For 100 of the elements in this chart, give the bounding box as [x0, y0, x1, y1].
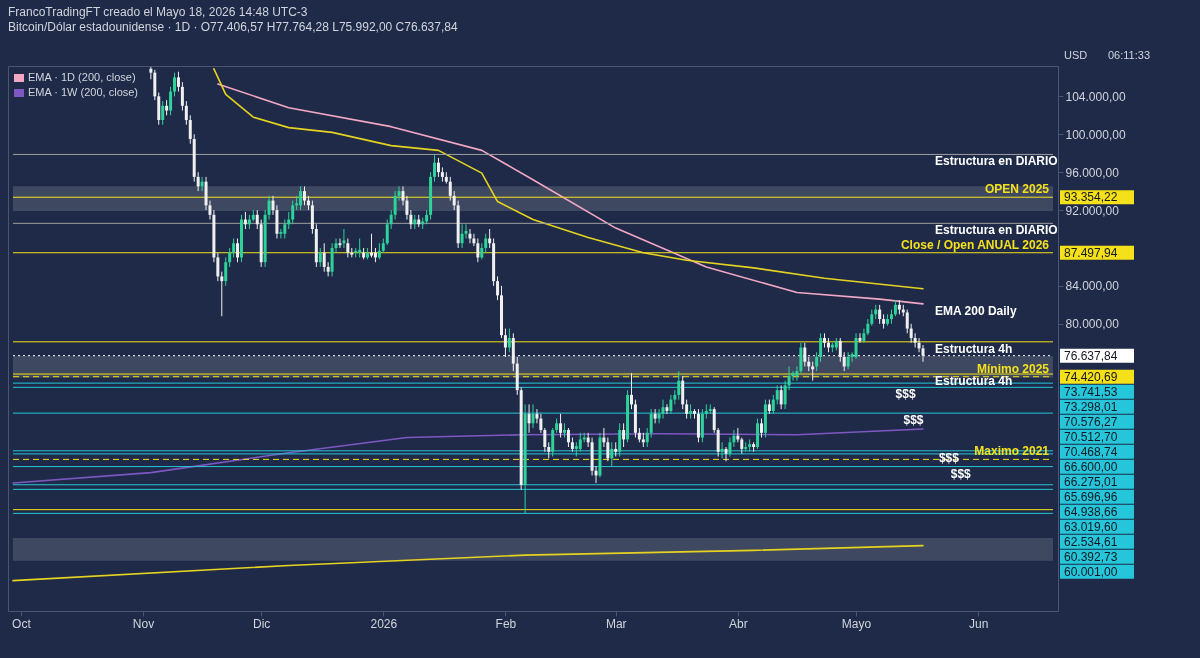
line-series — [12, 544, 924, 582]
x-tick-label: Feb — [495, 616, 517, 631]
chart-subtitle: Bitcoin/Dólar estadounidense · 1D · O77.406,57 H77.764,28 L75.992,00 C76.637,84 — [8, 20, 458, 34]
candlestick — [700, 408, 704, 443]
annotation: EMA 200 Daily — [935, 303, 1017, 318]
y-tick-label: 104.000,00 — [1065, 89, 1126, 104]
candlestick — [436, 157, 440, 178]
candlestick — [468, 228, 472, 244]
candlestick — [775, 384, 779, 405]
candlestick — [661, 399, 665, 420]
candlestick — [653, 408, 657, 424]
candlestick — [448, 176, 452, 202]
candlestick — [905, 309, 909, 334]
candlestick — [531, 403, 535, 429]
candlestick — [279, 228, 283, 239]
candlestick — [759, 418, 763, 439]
x-tick-label: Oct — [12, 616, 32, 631]
candlestick — [909, 323, 913, 344]
x-tick-label: Dic — [253, 616, 271, 631]
candlestick — [791, 370, 795, 382]
candlestick — [610, 441, 614, 467]
candlestick — [232, 238, 236, 258]
candlestick — [299, 185, 303, 211]
x-tick-label: Mayo — [841, 616, 872, 631]
candlestick — [255, 209, 259, 230]
candlestick — [358, 238, 362, 258]
candlestick — [716, 427, 720, 457]
x-tick-label: Nov — [132, 616, 155, 631]
candlestick — [464, 223, 468, 239]
y-tick-label: 92.000,00 — [1065, 203, 1120, 218]
x-tick-label: 2026 — [370, 616, 398, 631]
text: 60.392,73 — [1064, 549, 1118, 564]
legend-label: EMA · 1W (200, close) — [28, 86, 139, 98]
text: 62.534,61 — [1064, 534, 1118, 549]
legend-label: EMA · 1D (200, close) — [28, 71, 136, 83]
text: 06:11:33 — [1108, 49, 1151, 61]
candlestick — [527, 403, 531, 434]
candlestick — [842, 351, 846, 372]
candlestick — [622, 422, 626, 448]
candlestick — [566, 427, 570, 448]
candlestick — [578, 432, 582, 453]
text: 70.512,70 — [1064, 429, 1118, 444]
candlestick — [153, 69, 157, 101]
candlestick — [385, 219, 389, 246]
line-series — [12, 428, 924, 484]
candlestick — [756, 418, 760, 450]
text: 66.600,00 — [1064, 459, 1118, 474]
candlestick — [858, 332, 862, 344]
x-tick-label: Jun — [968, 616, 989, 631]
candlestick — [338, 238, 342, 249]
annotation: Estructura en DIARIO — [935, 154, 1058, 169]
candlestick — [720, 441, 724, 459]
text: 73.298,01 — [1064, 399, 1118, 414]
y-tick-label: 96.000,00 — [1065, 165, 1120, 180]
candlestick — [180, 81, 184, 112]
candlestick — [188, 114, 192, 145]
annotation: $$$ — [895, 387, 916, 402]
candlestick — [460, 223, 464, 249]
chart-title: FrancoTradingFT creado el Mayo 18, 2026 14:48 UTC-3 — [8, 5, 308, 19]
candlestick — [236, 238, 240, 263]
candlestick — [724, 446, 728, 462]
candlestick — [303, 185, 307, 206]
annotation: $$$ — [903, 413, 924, 428]
candlestick — [291, 200, 295, 225]
candlestick — [283, 219, 287, 239]
candlestick — [681, 375, 685, 410]
annotation: Estructura 4h — [935, 374, 1013, 389]
candlestick — [224, 256, 228, 287]
candlestick — [771, 394, 775, 415]
candlestick — [878, 304, 882, 325]
candlestick — [779, 384, 783, 410]
candlestick — [433, 154, 437, 183]
text: 66.275,01 — [1064, 474, 1118, 489]
candlestick — [913, 332, 917, 348]
x-tick-label: Mar — [605, 616, 627, 631]
annotation: Estructura en DIARIO — [935, 223, 1058, 238]
text: 70.576,27 — [1064, 414, 1118, 429]
candlestick — [220, 271, 224, 317]
text: 73.741,53 — [1064, 384, 1118, 399]
text: 65.696,96 — [1064, 489, 1118, 504]
x-tick-label: Abr — [729, 616, 748, 631]
annotation: Estructura 4h — [935, 341, 1013, 356]
candlestick — [346, 238, 350, 258]
candlestick — [551, 427, 555, 457]
y-tick-label: 80.000,00 — [1065, 317, 1120, 332]
ref-line-label: 87.497,94 — [1064, 245, 1118, 260]
candlestick — [685, 399, 689, 420]
candlestick — [393, 190, 397, 221]
text: USD — [1064, 49, 1088, 61]
y-tick-label: 100.000,00 — [1065, 127, 1126, 142]
candlestick — [484, 233, 488, 254]
annotation: $$$ — [950, 466, 972, 481]
candlestick — [677, 370, 681, 401]
candlestick — [507, 328, 511, 353]
candlestick — [322, 242, 326, 273]
candlestick — [649, 408, 653, 439]
y-tick-label: 84.000,00 — [1065, 279, 1120, 294]
candlestick — [184, 100, 188, 126]
candlestick — [712, 406, 716, 434]
candlestick — [157, 92, 161, 126]
